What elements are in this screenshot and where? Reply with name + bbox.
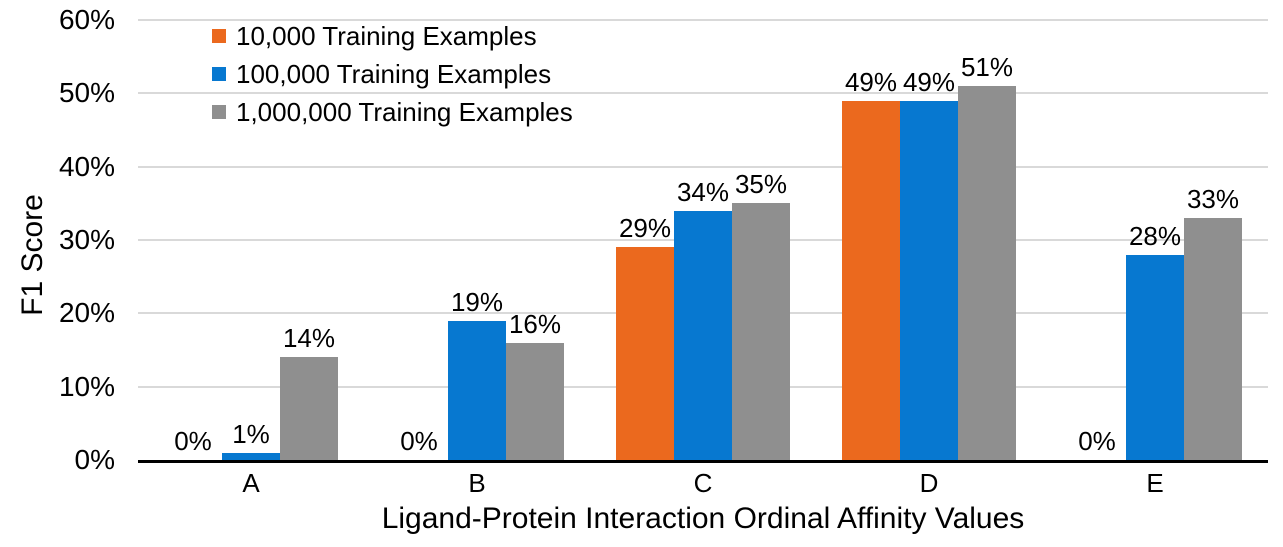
x-axis-title: Ligand-Protein Interaction Ordinal Affin… [381, 502, 1025, 535]
bar-series3-B [506, 342, 564, 460]
data-label: 29% [618, 213, 672, 244]
bar-series3-E [1184, 218, 1242, 460]
y-tick-label: 40% [58, 150, 115, 182]
x-tick-label-D: D [919, 468, 939, 498]
x-tick-label-E: E [1146, 468, 1164, 498]
x-tick-label-B: B [468, 468, 486, 498]
data-label: 49% [902, 66, 956, 97]
gridline [138, 165, 1268, 168]
bar-series2-E [1126, 254, 1184, 460]
legend-item-2: 100,000 Training Examples [212, 55, 573, 93]
data-label: 51% [960, 52, 1014, 82]
data-label: 0% [400, 426, 438, 456]
data-label: 16% [508, 308, 562, 339]
plot-area: 0% 1% 14% 0% 19% 16% 29% 34% 35% 49% 49% 51% 0% 28% 33… [138, 19, 1268, 463]
data-label: 35% [734, 169, 788, 200]
y-tick-label: 60% [58, 4, 115, 35]
bar-series3-A [280, 357, 338, 460]
bar-series3-D [958, 86, 1016, 460]
legend-item-1: 10,000 Training Examples [212, 17, 573, 55]
gridline [138, 19, 1268, 21]
bar-series2-A [222, 452, 280, 460]
bar-series3-C [732, 203, 790, 460]
x-tick-label-C: C [693, 468, 713, 498]
legend-swatch-icon [212, 105, 226, 119]
y-tick-label: 20% [58, 297, 115, 329]
data-label: 1% [232, 418, 270, 449]
data-label: 0% [1078, 426, 1116, 456]
data-label: 33% [1186, 184, 1240, 214]
bar-series1-D [842, 100, 900, 460]
y-tick-label: 30% [58, 224, 115, 255]
data-label: 19% [450, 286, 504, 317]
legend-label: 10,000 Training Examples [236, 20, 537, 51]
gridline [138, 92, 1268, 95]
bar-series2-D [900, 100, 958, 460]
y-tick-label: 10% [58, 370, 115, 402]
bar-series2-B [448, 320, 506, 460]
legend-label: 100,000 Training Examples [236, 58, 552, 89]
legend-item-3: 1,000,000 Training Examples [212, 93, 573, 131]
data-label: 49% [844, 66, 898, 97]
y-tick-label: 0% [74, 444, 115, 475]
x-tick-label-A: A [242, 468, 260, 498]
bar-series1-C [616, 247, 674, 460]
legend-swatch-icon [212, 29, 226, 43]
y-tick-label: 50% [58, 77, 115, 109]
data-label: 0% [174, 426, 212, 456]
legend: 10,000 Training Examples 100,000 Training… [212, 17, 573, 131]
data-label: 34% [676, 176, 730, 207]
data-label: 14% [282, 323, 336, 354]
bar-series2-C [674, 210, 732, 460]
legend-label: 1,000,000 Training Examples [236, 96, 573, 127]
legend-swatch-icon [212, 67, 226, 81]
data-label: 28% [1128, 220, 1182, 251]
